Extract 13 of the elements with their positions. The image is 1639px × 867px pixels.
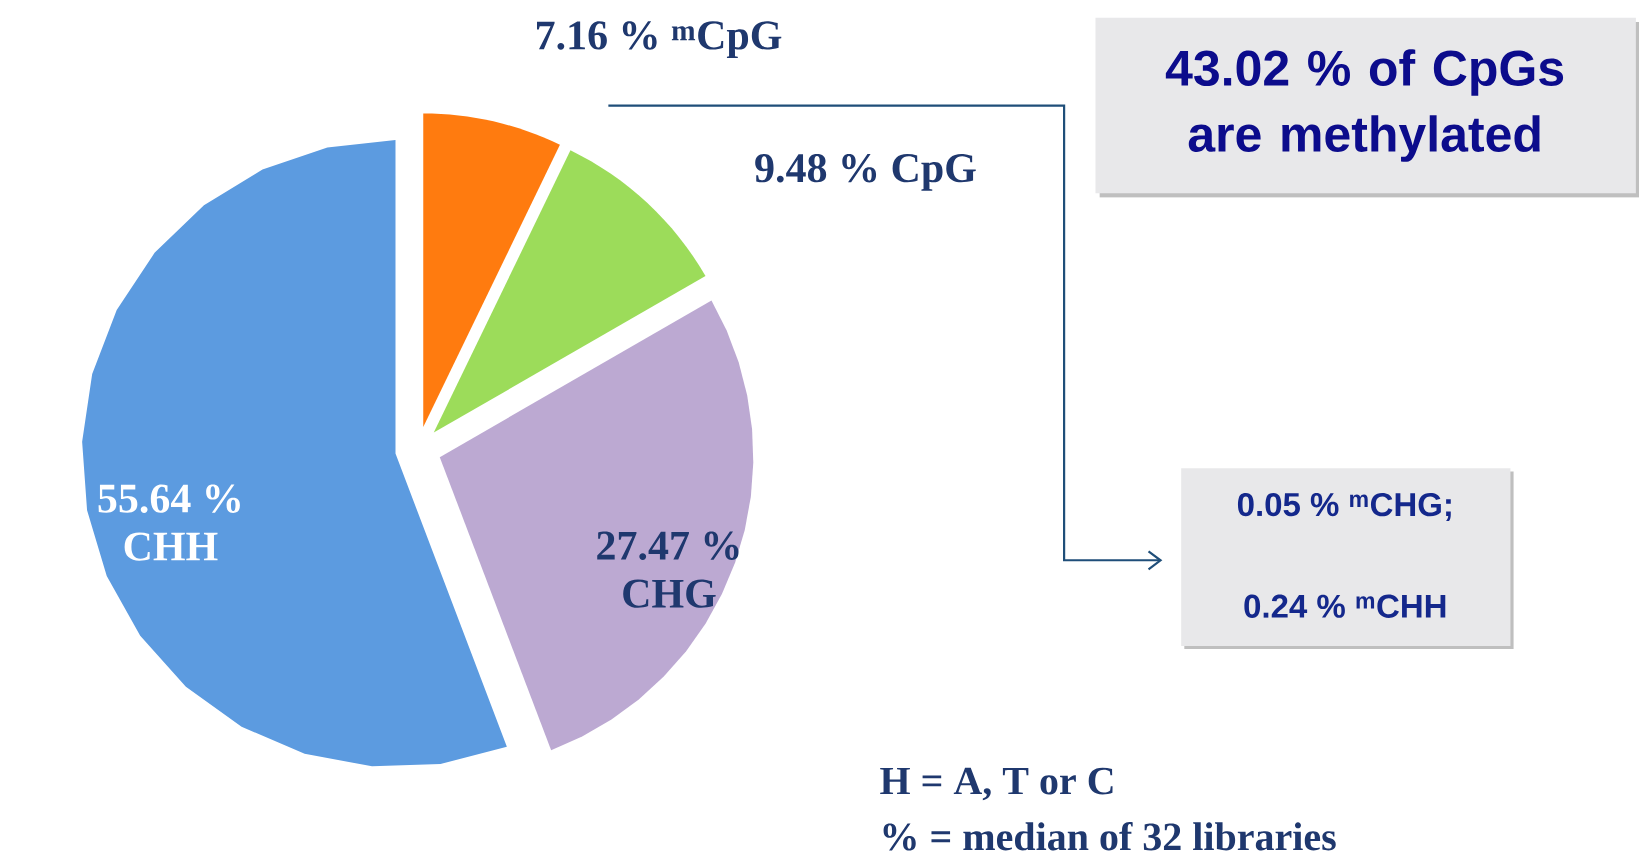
data-label: 27.47 % <box>597 531 739 561</box>
slice-label: CHH <box>124 532 218 562</box>
data-label: 9.48 % <box>755 154 877 183</box>
data-label: 7.16 % <box>537 21 657 50</box>
text: H = A, T or C <box>880 767 1113 801</box>
text: 43.02 % of CpGs are methylated <box>1165 49 1564 163</box>
slice-label: CHG <box>623 579 716 609</box>
text: 0.24 % $^{m}$CHH <box>1244 594 1446 619</box>
slice-label: $^{m}$CpG <box>671 21 782 59</box>
slice-label: CpG <box>892 154 976 192</box>
data-label: 55.64 % <box>98 484 240 514</box>
text: 0.05 % $^{m}$CHG; <box>1237 493 1451 522</box>
text: % = median of 32 libraries <box>883 822 1336 851</box>
